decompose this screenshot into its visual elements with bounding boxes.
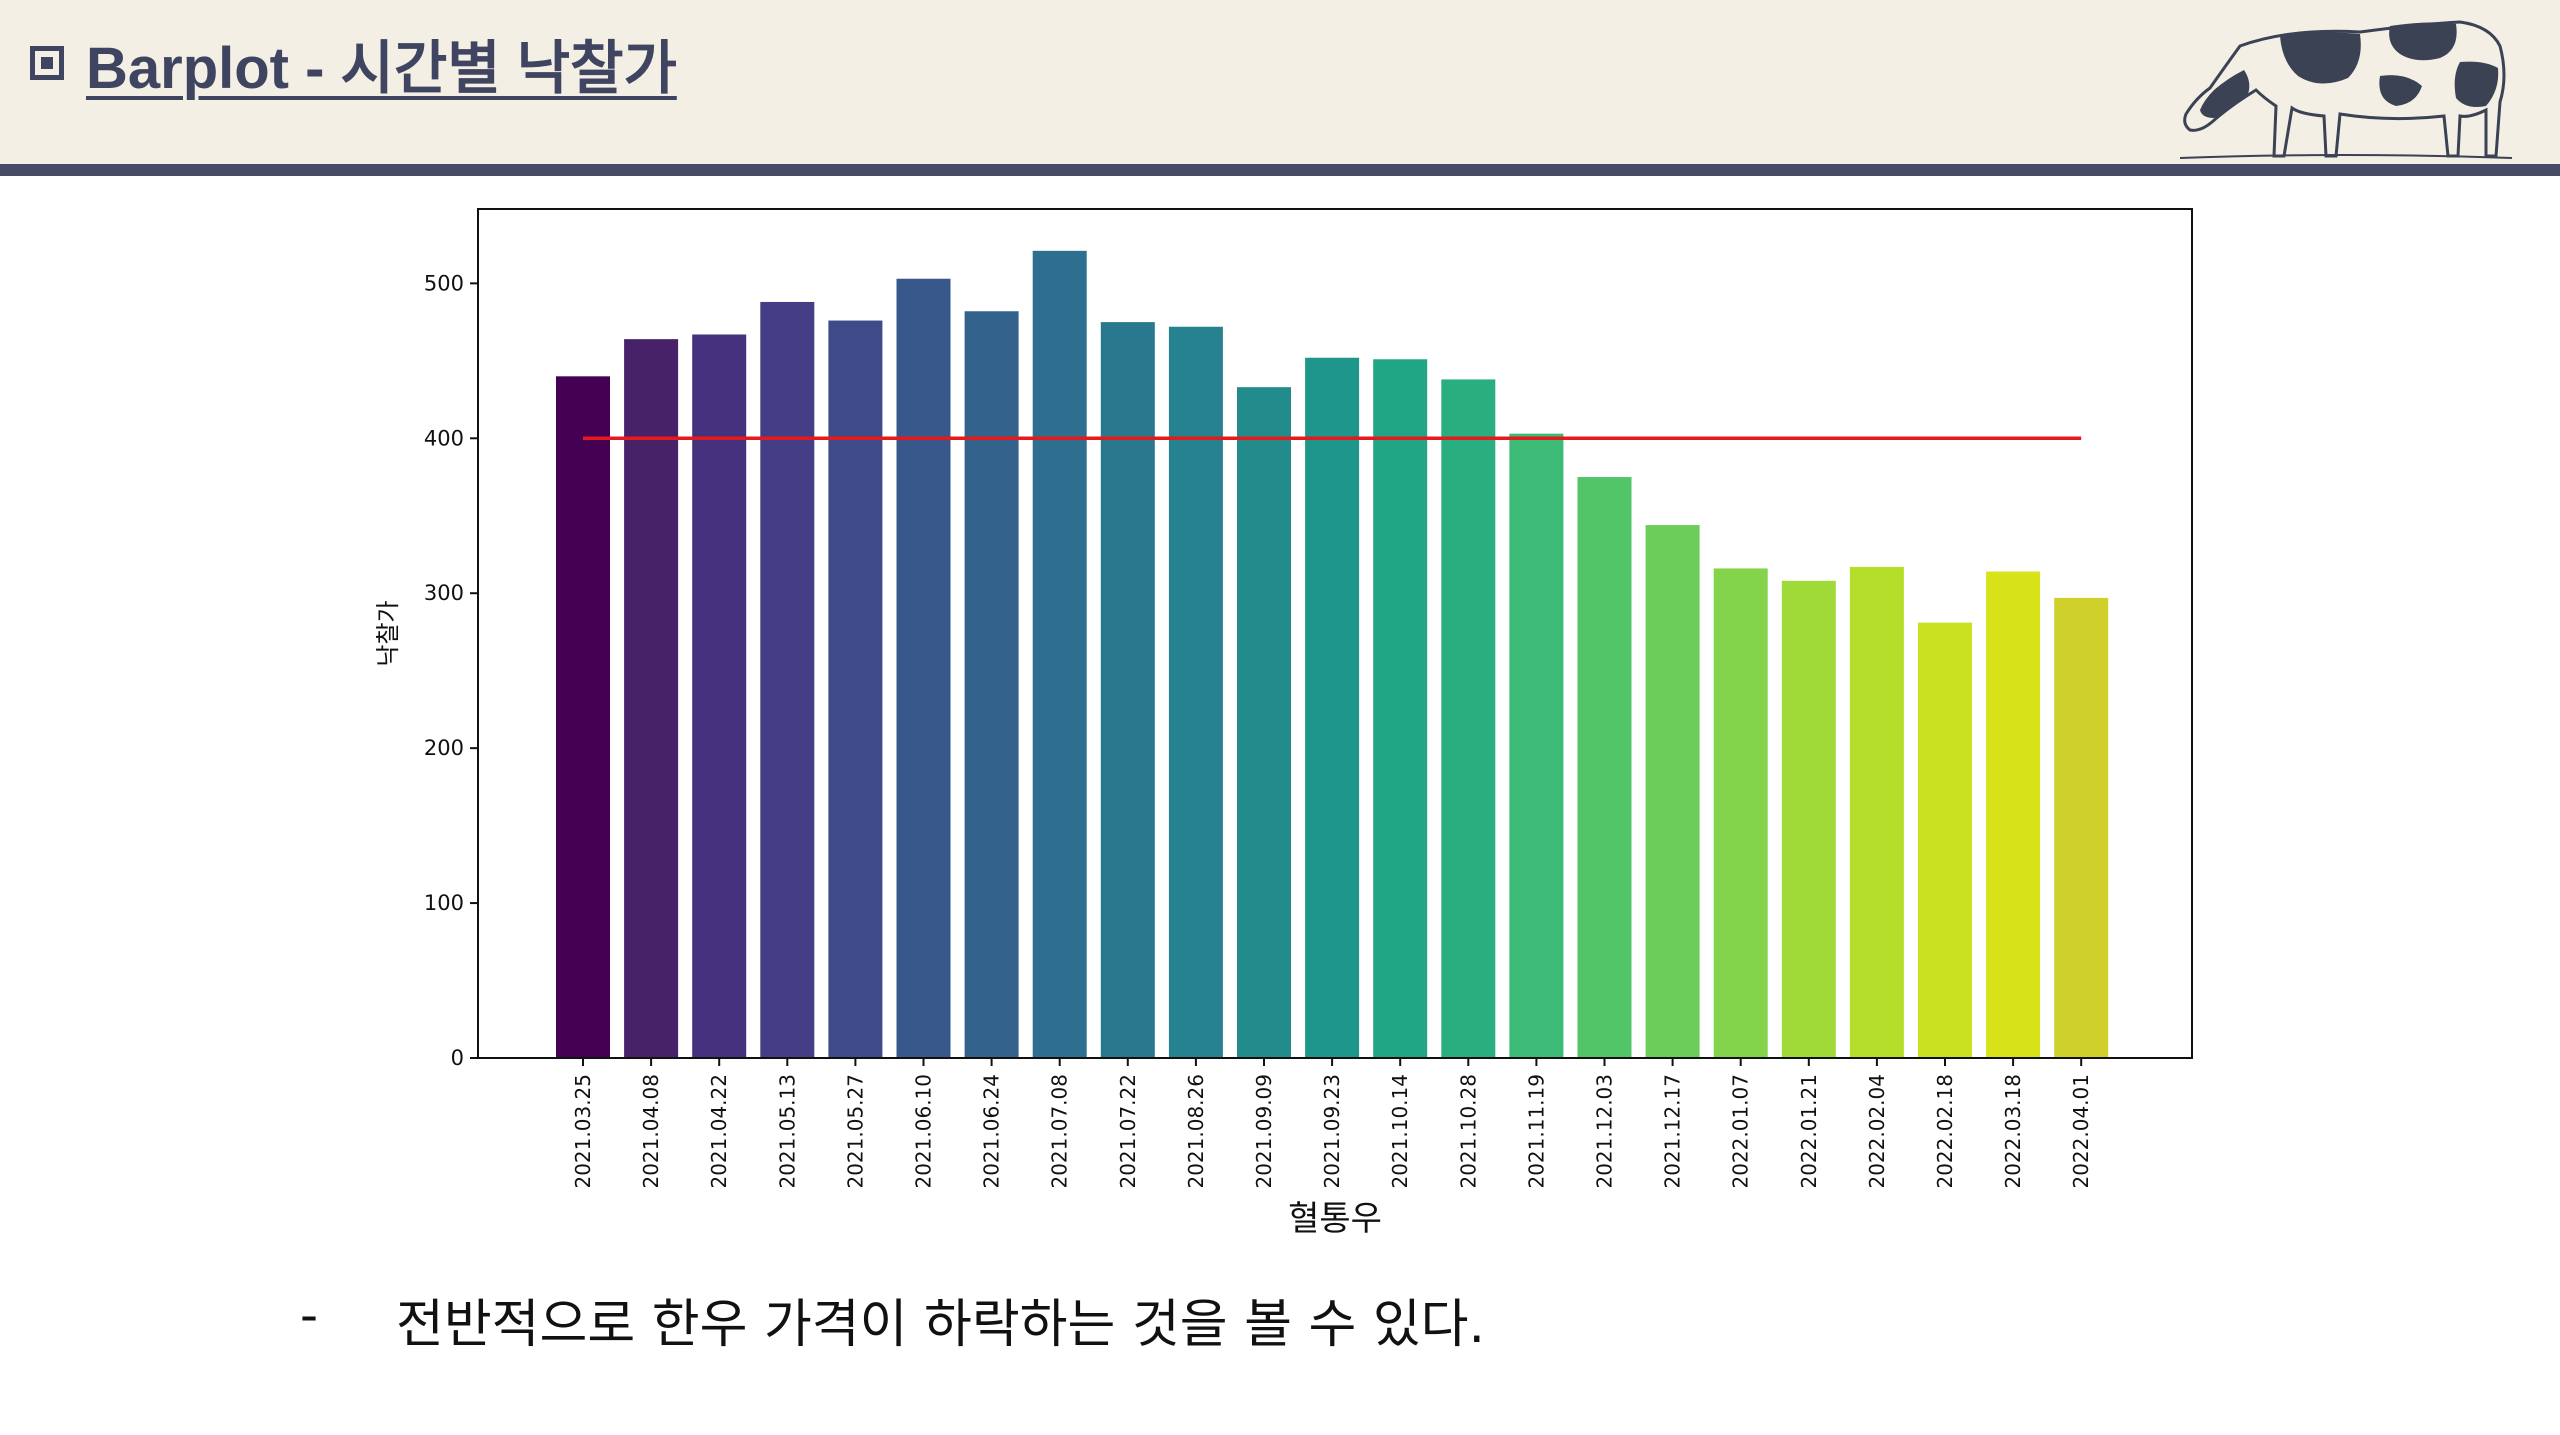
bar-2021.09.09 [1237, 387, 1291, 1058]
x-tick-label-2021.07.22: 2021.07.22 [1116, 1074, 1140, 1189]
x-tick-label-2021.10.28: 2021.10.28 [1456, 1074, 1480, 1189]
bar-2022.04.01 [2054, 597, 2109, 1058]
y-tick-label-300: 300 [424, 581, 464, 605]
x-tick-label-2021.06.24: 2021.06.24 [980, 1074, 1004, 1189]
caption-text: 전반적으로 한우 가격이 하락하는 것을 볼 수 있다. [396, 1295, 1486, 1355]
bar-2021.07.08 [1032, 250, 1087, 1058]
slide-header: Barplot - 시간별 낙찰가 [0, 0, 2560, 164]
slide-title: Barplot - 시간별 낙찰가 [30, 28, 677, 101]
caption-bullet: - [300, 1286, 319, 1344]
x-tick-label-2021.05.27: 2021.05.27 [843, 1074, 867, 1189]
bar-2021.12.17 [1645, 525, 1700, 1058]
bar-2021.04.08 [624, 339, 679, 1058]
x-tick-label-2021.10.14: 2021.10.14 [1388, 1074, 1412, 1189]
y-tick-label-400: 400 [424, 426, 464, 450]
cow-icon [2179, 20, 2513, 159]
x-tick-label-2022.02.18: 2022.02.18 [1933, 1074, 1957, 1189]
bar-2021.09.23 [1305, 357, 1360, 1058]
header-divider [0, 164, 2560, 176]
plot-frame [477, 208, 2193, 1059]
x-axis-label: 혈통우 [1288, 1199, 1382, 1239]
bar-2021.10.14 [1373, 359, 1428, 1058]
bar-2022.01.07 [1713, 568, 1768, 1058]
bar-2021.08.26 [1168, 326, 1223, 1058]
x-tick-label-2021.04.22: 2021.04.22 [707, 1074, 731, 1189]
y-axis-label: 낙찰가 [374, 600, 402, 666]
x-tick-label-2021.12.03: 2021.12.03 [1593, 1074, 1617, 1189]
x-tick-label-2021.06.10: 2021.06.10 [912, 1074, 936, 1189]
bar-2022.03.18 [1986, 571, 2041, 1058]
y-tick-label-100: 100 [424, 891, 464, 915]
x-tick-label-2022.02.04: 2022.02.04 [1865, 1074, 1889, 1189]
x-tick-label-2021.05.13: 2021.05.13 [775, 1074, 799, 1189]
x-tick-label-2021.04.08: 2021.04.08 [639, 1074, 663, 1189]
x-tick-label-2021.08.26: 2021.08.26 [1184, 1074, 1208, 1189]
x-tick-label-2022.01.21: 2022.01.21 [1797, 1074, 1821, 1189]
x-tick-label-2021.09.09: 2021.09.09 [1252, 1074, 1276, 1189]
y-tick-label-0: 0 [451, 1046, 464, 1070]
square-bullet-icon [30, 46, 64, 80]
x-tick-label-2021.07.08: 2021.07.08 [1048, 1074, 1072, 1189]
price-bar-chart: 0 100 200 300 400 500 2021.03.25 2021.04.08 2021… [340, 190, 2220, 1250]
bar-2021.10.28 [1441, 379, 1496, 1059]
bar-2021.04.22 [692, 334, 747, 1059]
x-tick-label-2021.09.23: 2021.09.23 [1320, 1074, 1344, 1189]
bar-2021.05.13 [760, 301, 815, 1059]
bar-2021.03.25 [556, 376, 610, 1058]
bar-2021.11.19 [1509, 433, 1564, 1058]
bar-2022.02.04 [1849, 566, 1904, 1058]
x-tick-label-2021.11.19: 2021.11.19 [1524, 1074, 1548, 1189]
x-tick-label-2022.01.07: 2022.01.07 [1729, 1074, 1753, 1189]
slide-title-text: Barplot - 시간별 낙찰가 [86, 36, 677, 101]
y-tick-label-200: 200 [424, 736, 464, 760]
x-tick-label-2021.03.25: 2021.03.25 [571, 1074, 595, 1189]
bar-2021.06.24 [964, 311, 1019, 1058]
x-tick-label-2022.03.18: 2022.03.18 [2001, 1074, 2025, 1189]
y-tick-label-500: 500 [424, 271, 464, 295]
bar-2021.07.22 [1100, 322, 1155, 1059]
bar-2021.12.03 [1577, 477, 1632, 1059]
x-tick-label-2022.04.01: 2022.04.01 [2069, 1074, 2093, 1189]
bar-2021.05.27 [828, 320, 883, 1058]
bar-2022.02.18 [1918, 622, 1972, 1058]
bar-2021.06.10 [896, 278, 951, 1058]
chart-svg: 0 100 200 300 400 500 2021.03.25 2021.04.08 2021… [374, 208, 2193, 1239]
x-tick-label-2021.12.17: 2021.12.17 [1661, 1074, 1685, 1189]
bar-2022.01.21 [1781, 580, 1836, 1058]
